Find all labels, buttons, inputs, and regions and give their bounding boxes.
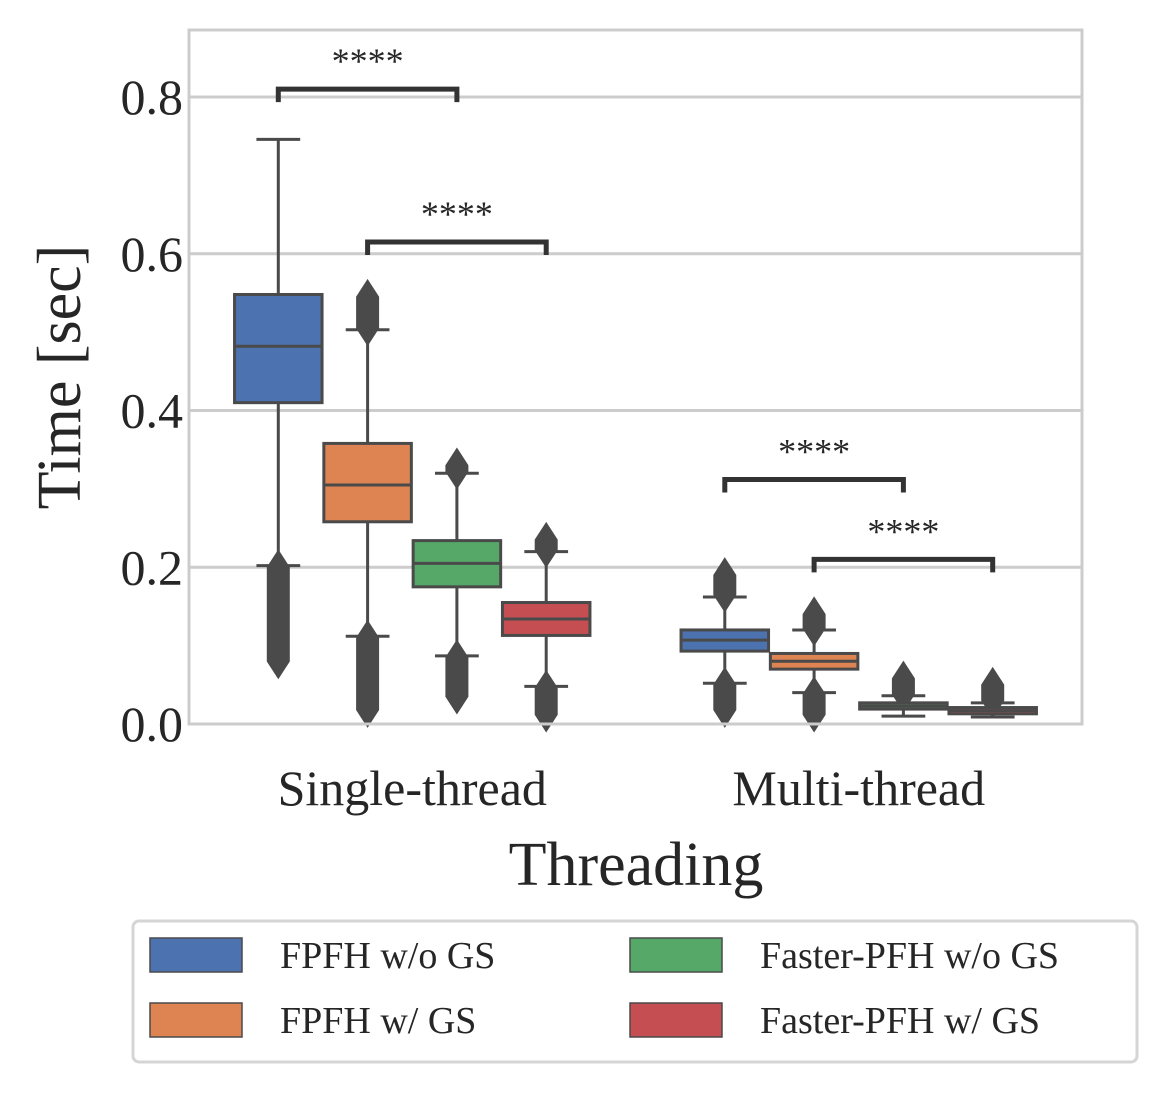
significance-bracket — [722, 476, 906, 493]
significance-label: **** — [332, 41, 404, 81]
legend-label: Faster-PFH w/ GS — [760, 1000, 1040, 1042]
legend: FPFH w/o GS FPFH w/ GS Faster-PFH w/o GS Fa… — [131, 919, 1139, 1064]
box-fpfh-w-gs-1 — [768, 596, 860, 733]
iqr-box — [233, 293, 324, 405]
box-faster-pfh-w-o-gs-1 — [858, 660, 949, 718]
x-tick-label: Multi-thread — [732, 760, 985, 816]
y-axis-title: Time [sec] — [26, 245, 94, 510]
significance-annotations: **** **** **** **** — [275, 41, 996, 573]
iqr-box — [322, 441, 413, 524]
outlier-points — [356, 619, 380, 728]
significance-label: **** — [778, 431, 850, 471]
legend-frame — [131, 919, 1139, 1064]
y-tick-label: 0.4 — [121, 383, 184, 439]
plot-area-background — [189, 30, 1082, 724]
box-faster-pfh-w-gs-1 — [947, 666, 1038, 719]
y-tick-label: 0.2 — [121, 539, 184, 595]
y-axis-ticks: 0.0 0.2 0.4 0.6 0.8 — [121, 69, 184, 752]
y-tick-label: 0.8 — [121, 69, 184, 125]
x-axis-ticks: Single-thread Multi-thread — [278, 760, 986, 816]
legend-swatch — [629, 1002, 723, 1038]
x-axis-title: Threading — [509, 831, 764, 899]
box-fpfh-w-gs-0 — [322, 278, 413, 728]
outlier-points — [445, 639, 469, 715]
legend-label: Faster-PFH w/o GS — [760, 935, 1059, 977]
outlier-points — [802, 676, 826, 733]
box-faster-pfh-w-gs-0 — [500, 521, 592, 733]
outlier-points — [266, 549, 290, 680]
significance-label: **** — [421, 194, 493, 234]
legend-swatch — [629, 937, 723, 973]
box-fpfh-w-o-gs-0 — [233, 137, 324, 680]
plot-frame — [187, 28, 1084, 726]
significance-label: **** — [867, 511, 939, 551]
box-layer — [233, 137, 1038, 733]
legend-label: FPFH w/ GS — [280, 1000, 476, 1042]
significance-bracket — [365, 239, 549, 255]
legend-swatch — [149, 1002, 243, 1038]
y-tick-label: 0.0 — [121, 696, 184, 752]
legend-swatch — [149, 937, 243, 973]
y-tick-label: 0.6 — [121, 226, 184, 282]
significance-bracket — [811, 556, 996, 573]
box-fpfh-w-o-gs-1 — [679, 557, 771, 728]
significance-bracket — [275, 86, 460, 103]
box-faster-pfh-w-o-gs-0 — [411, 447, 503, 715]
grid-lines — [189, 95, 1082, 569]
legend-label: FPFH w/o GS — [280, 935, 495, 977]
x-tick-label: Single-thread — [278, 760, 547, 816]
